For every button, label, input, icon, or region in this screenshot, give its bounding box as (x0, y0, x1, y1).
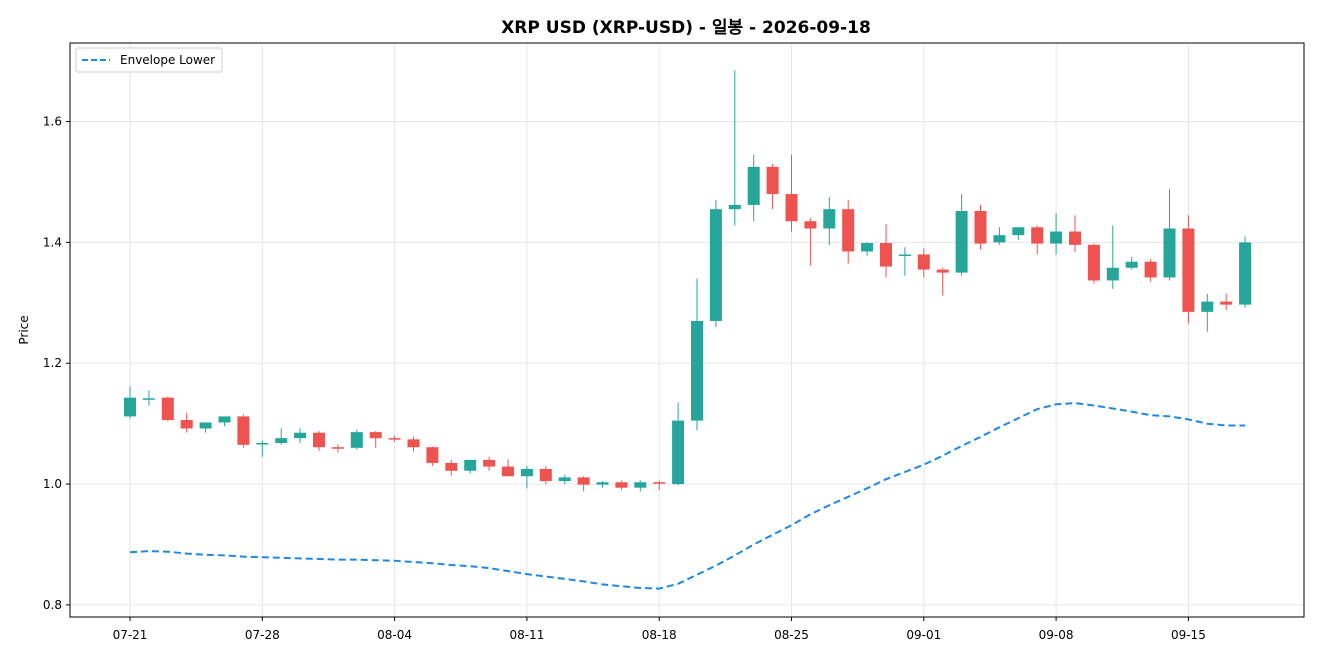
legend-label-envelope-lower: Envelope Lower (120, 53, 215, 67)
x-tick-label: 08-25 (774, 628, 809, 642)
x-tick-label: 09-08 (1039, 628, 1074, 642)
candle-body-down (1069, 231, 1081, 245)
candle-body-down (785, 194, 798, 222)
candle-body-up (218, 416, 231, 423)
y-tick-label: 1.2 (43, 356, 62, 370)
candle-body-up (275, 438, 288, 443)
candle-body-down (331, 447, 344, 449)
candle-body-down (426, 447, 439, 463)
candle-layer (124, 70, 1252, 492)
candle-body-up (955, 210, 968, 273)
candle-body-up (520, 468, 533, 477)
candle-body-up (1106, 267, 1119, 281)
x-tick-label: 08-18 (642, 628, 677, 642)
candle-body-up (1163, 228, 1176, 278)
candle-body-up (596, 482, 609, 485)
y-tick-label: 1.4 (43, 235, 62, 249)
candle-body-down (180, 420, 193, 429)
candle-body-down (407, 439, 420, 448)
y-tick-label: 0.8 (43, 598, 62, 612)
candle-body-down (842, 209, 855, 252)
candle-body-up (1125, 261, 1138, 268)
plot-frame (69, 42, 1305, 618)
candle-body-up (558, 477, 571, 482)
candle-body-up (1239, 242, 1252, 305)
candle-body-up (898, 254, 911, 256)
candle-body-up (256, 442, 269, 445)
candle-body-up (350, 432, 363, 448)
candle-body-down (237, 416, 250, 445)
candle-body-down (1182, 228, 1195, 312)
candle-body-up (747, 166, 760, 205)
candle-body-down (804, 221, 817, 229)
candle-body-down (388, 438, 401, 440)
legend: Envelope Lower (75, 47, 223, 73)
candle-body-up (634, 482, 647, 488)
tick-layer: 0.8 1.0 1.2 1.4 1.6 07-21 07-28 08-04 08-11 08-18… (43, 115, 1206, 642)
x-tick-label: 07-28 (245, 628, 280, 642)
candle-body-down (1031, 227, 1044, 244)
candle-body-down (1087, 244, 1100, 281)
candle-body-down (880, 242, 892, 267)
candle-body-up (672, 420, 685, 485)
candle-body-down (1220, 301, 1233, 305)
x-tick-label: 07-21 (113, 628, 148, 642)
candle-body-up (691, 320, 703, 421)
x-tick-label: 09-01 (906, 628, 941, 642)
candle-body-up (1050, 231, 1063, 244)
candle-body-down (369, 432, 382, 439)
candle-body-up (823, 209, 836, 229)
legend-box (75, 47, 223, 73)
x-tick-label: 08-04 (377, 628, 412, 642)
y-tick-label: 1.0 (43, 477, 62, 491)
candle-body-down (1144, 261, 1157, 278)
candle-body-up (294, 432, 307, 439)
candle-body-down (974, 210, 987, 244)
chart-title: XRP USD (XRP-USD) - 일봉 - 2026-09-18 (501, 18, 871, 38)
candle-body-up (124, 397, 136, 417)
candle-body-down (161, 397, 174, 421)
candle-body-down (483, 459, 496, 467)
candle-body-down (766, 166, 779, 195)
candle-body-up (142, 398, 155, 400)
candle-body-down (313, 432, 325, 448)
candle-body-down (539, 468, 552, 482)
candle-body-up (1201, 301, 1214, 312)
candle-body-up (709, 209, 722, 321)
candle-body-up (861, 242, 874, 252)
candle-body-up (993, 235, 1006, 243)
x-tick-label: 08-11 (509, 628, 544, 642)
candle-body-up (464, 459, 477, 471)
x-tick-label: 09-15 (1171, 628, 1206, 642)
grid-layer (70, 43, 1304, 617)
candle-body-down (502, 466, 514, 477)
candle-body-down (653, 482, 666, 484)
candle-body-up (728, 204, 741, 210)
y-axis-label: Price (17, 315, 31, 344)
candle-body-down (917, 254, 930, 270)
candle-body-up (1012, 227, 1025, 236)
candle-body-down (615, 482, 628, 488)
envelope-layer (129, 402, 1246, 590)
candle-body-down (577, 477, 590, 485)
candle-body-down (445, 462, 458, 471)
candle-body-down (936, 269, 949, 273)
y-tick-label: 1.6 (43, 115, 62, 129)
envelope-lower-line (129, 402, 1246, 590)
candle-body-up (199, 422, 212, 429)
